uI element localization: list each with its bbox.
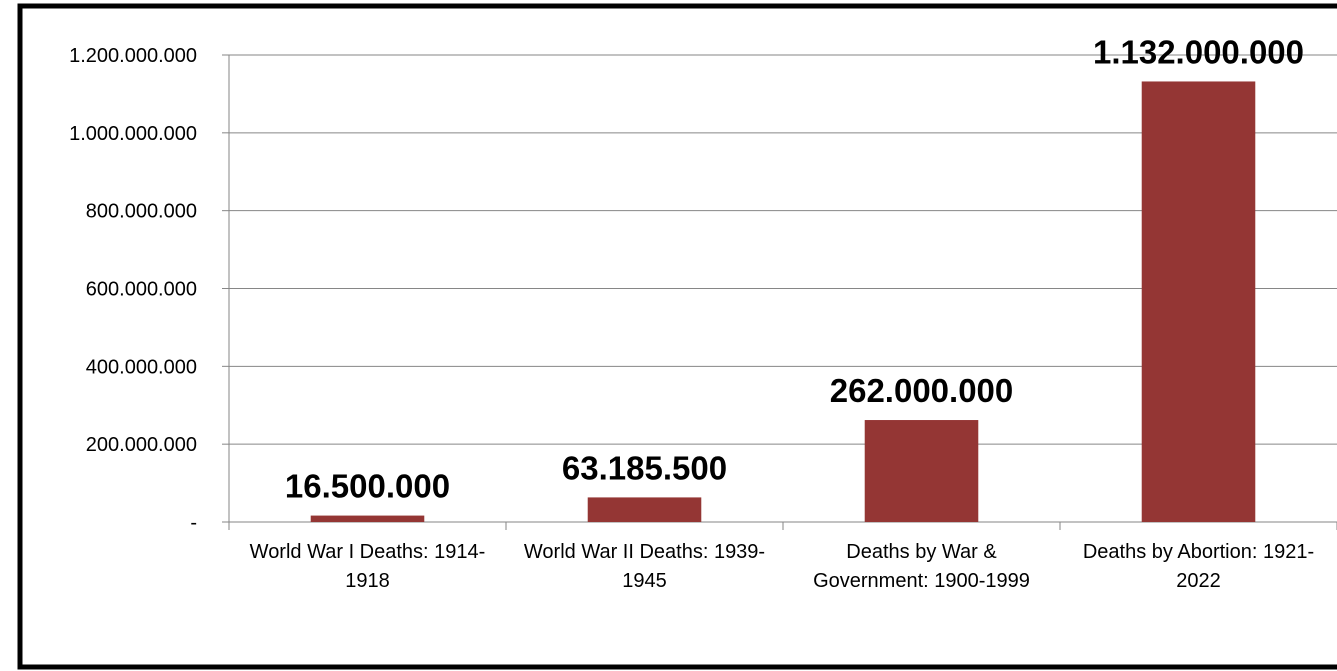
data-label: 262.000.000 [830, 372, 1014, 409]
bar [1141, 81, 1256, 523]
x-tick-label: Deaths by War & Government: 1900-1999 [813, 541, 1030, 592]
data-label: 1.132.000.000 [1093, 33, 1304, 70]
y-tick-label: 600.000.000 [86, 279, 197, 301]
data-label: 63.185.500 [562, 449, 727, 486]
x-tick-label: Deaths by Abortion: 1921-2022 [1082, 541, 1315, 592]
y-tick-label: 1.200.000.000 [69, 45, 197, 67]
y-tick-label: 1.000.000.000 [69, 123, 197, 145]
x-tick-label: World War II Deaths: 1939-1945 [523, 541, 766, 592]
y-tick-label: 200.000.000 [86, 434, 197, 456]
x-tick-label: World War I Deaths: 1914-1918 [249, 541, 486, 592]
bar [587, 497, 702, 522]
bar [864, 420, 979, 522]
chart-frame [17, 3, 1337, 670]
data-label: 16.500.000 [285, 468, 450, 505]
y-tick-label: 400.000.000 [86, 356, 197, 378]
y-tick-label: - [190, 512, 197, 534]
bar [310, 515, 425, 522]
y-tick-label: 800.000.000 [86, 201, 197, 223]
